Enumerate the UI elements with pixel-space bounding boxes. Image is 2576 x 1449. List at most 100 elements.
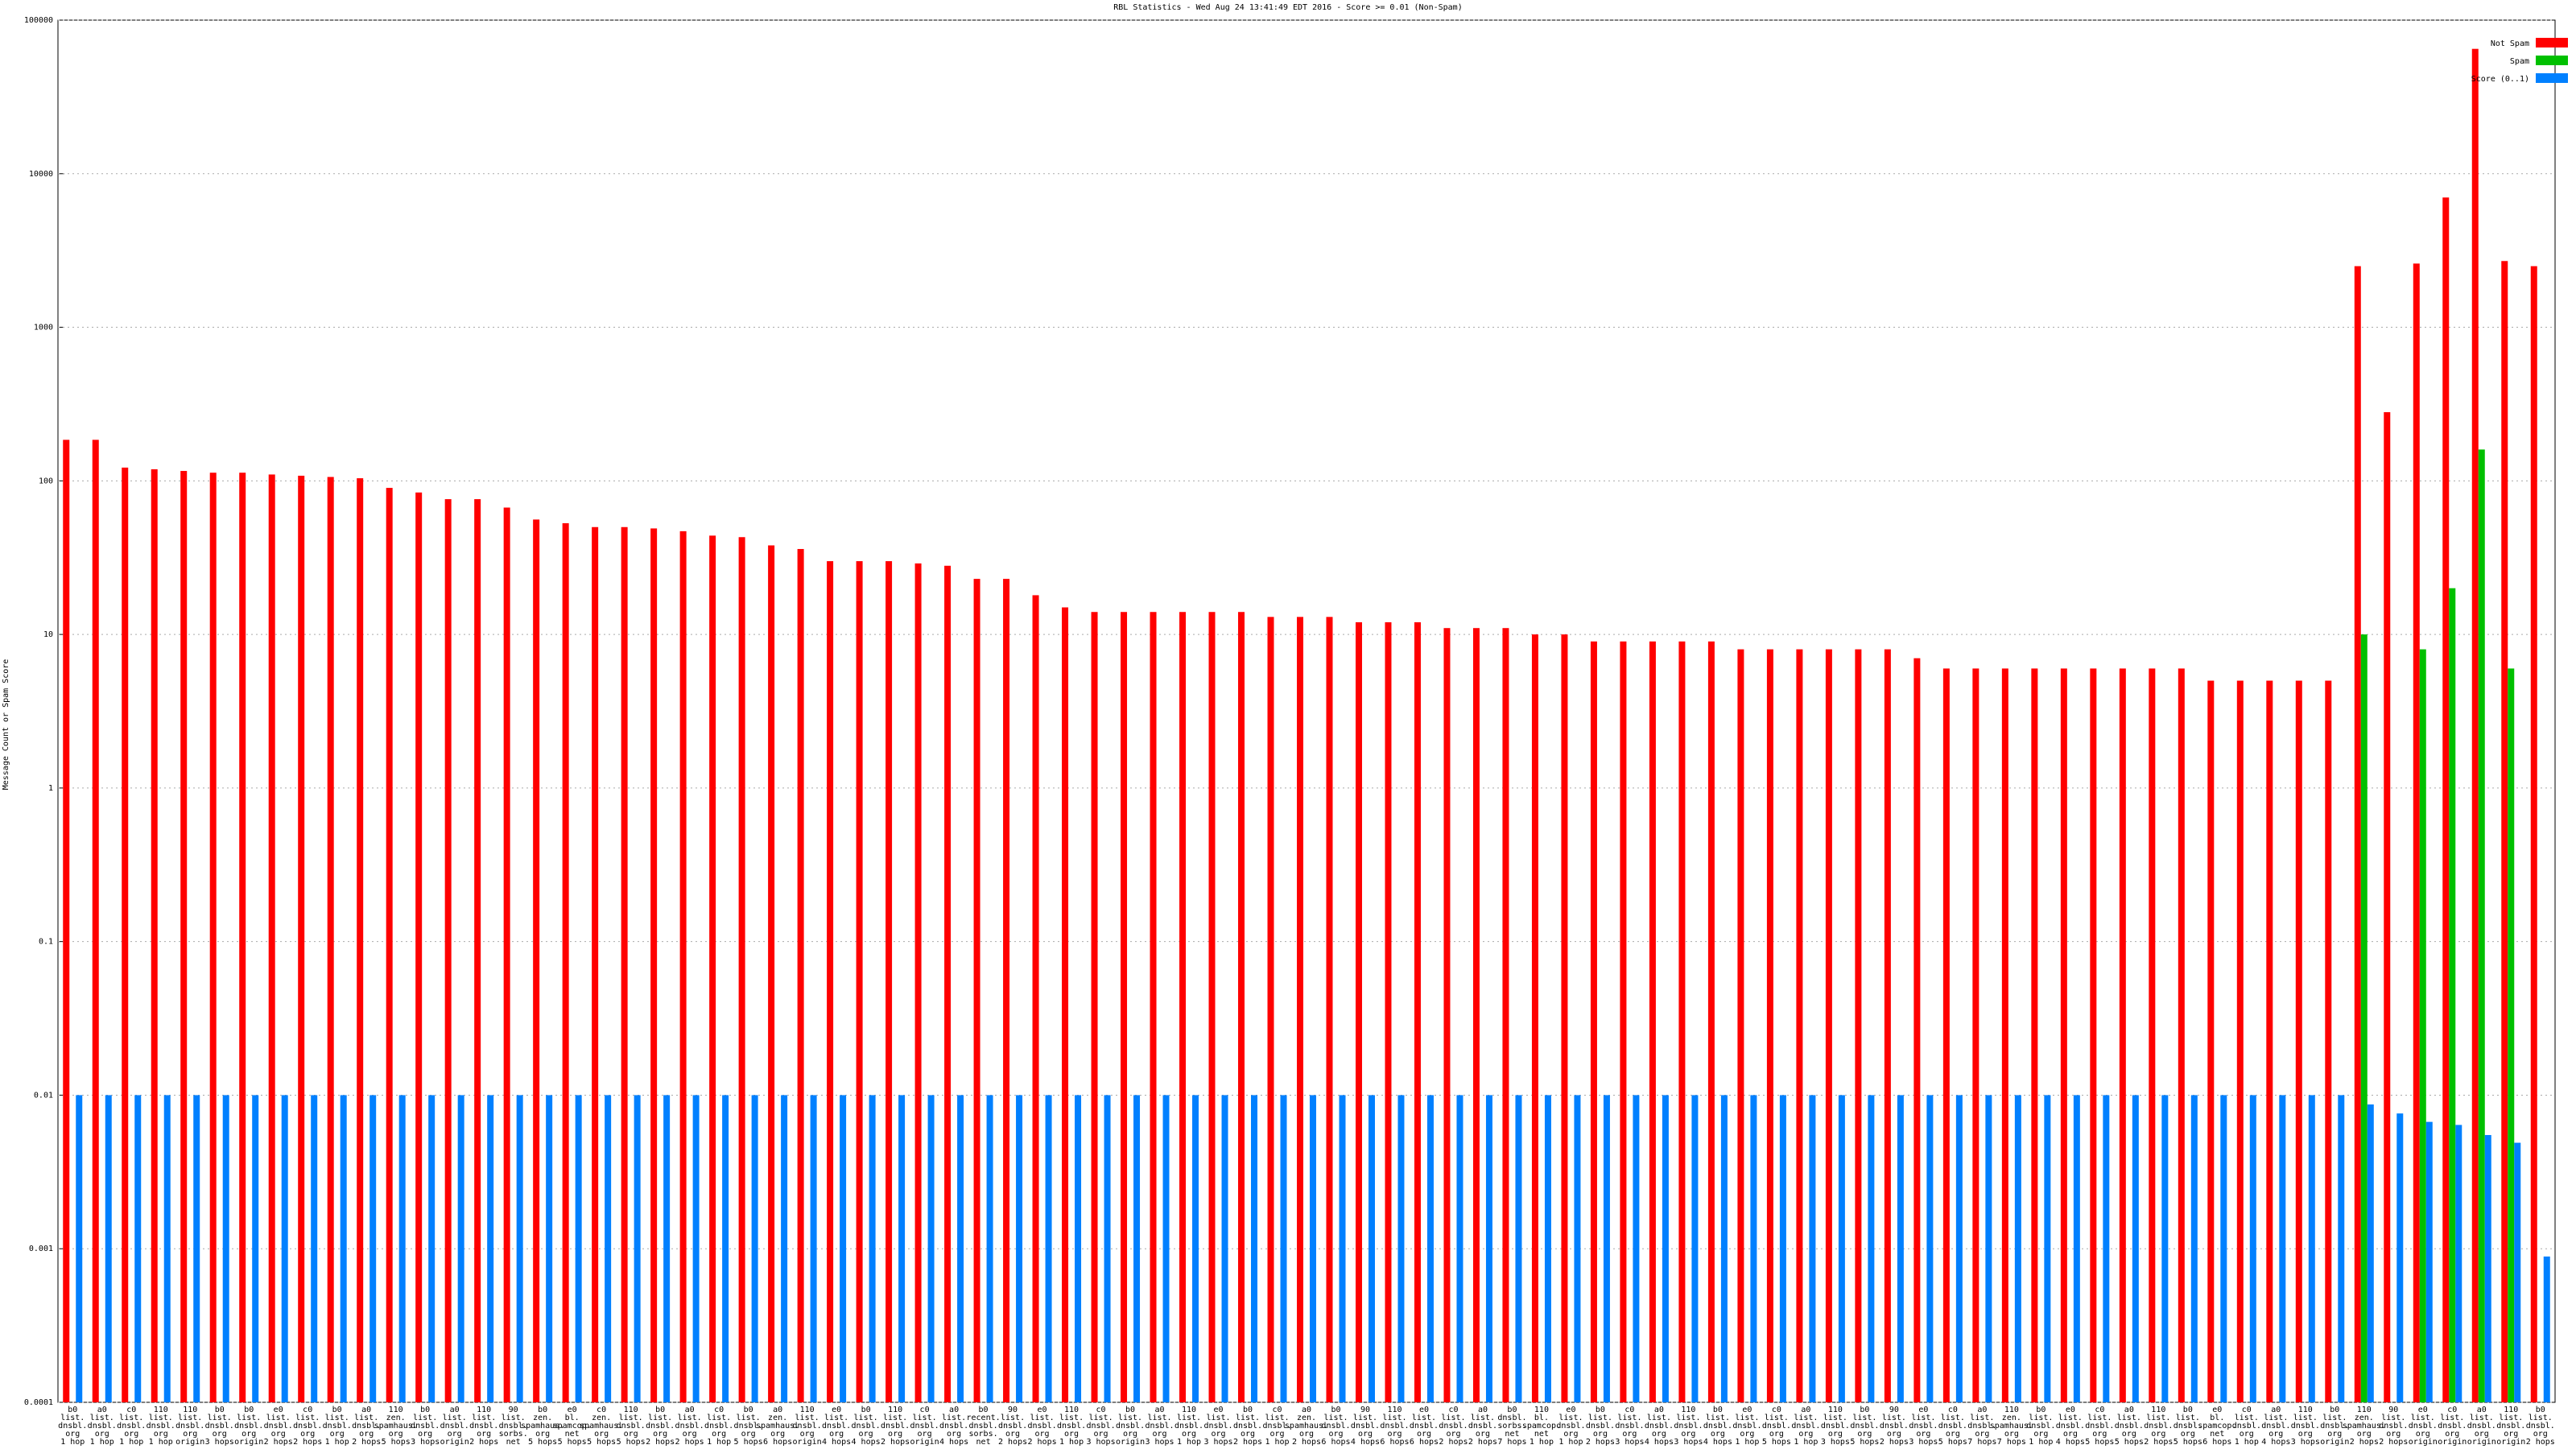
x-tick-label-line: origin <box>2496 1438 2525 1447</box>
x-tick-label-line: list. <box>325 1414 349 1422</box>
x-tick-label-line: a0 <box>97 1406 107 1414</box>
x-tick-label: 110 list. dnsbl. org 3 hops <box>2291 1406 2320 1447</box>
x-tick-label-line: b0 <box>244 1406 254 1414</box>
x-tick-label-line: org <box>65 1430 80 1439</box>
x-tick-label-line: dnsbl. <box>2115 1422 2144 1430</box>
x-tick-label: a0 list. dnsbl. org 2 hops <box>675 1406 704 1447</box>
x-tick-label-line: dnsbl. <box>2379 1422 2408 1430</box>
x-tick-label-line: 3 hops <box>1615 1438 1644 1447</box>
x-tick-label-line: org <box>2151 1430 2165 1439</box>
x-tick-label-line: 3 hops <box>1203 1438 1232 1447</box>
bar <box>1016 1095 1023 1402</box>
bar <box>1942 668 1950 1402</box>
x-tick-label: a0 list. dnsbl. org origin <box>440 1406 469 1447</box>
x-tick-label-line: 2 hops <box>2144 1438 2173 1447</box>
x-tick-label-line: dnsbl. <box>675 1422 704 1430</box>
x-tick-label-line: dnsbl. <box>1203 1422 1232 1430</box>
bar <box>1825 649 1832 1402</box>
x-tick-label-line: dnsbl. <box>1703 1422 1732 1430</box>
x-tick-label-line: list. <box>90 1414 114 1422</box>
x-tick-label-line: dnsbl. <box>852 1422 881 1430</box>
x-tick-label-line: org <box>1857 1430 1872 1439</box>
x-tick-label-line: list. <box>1001 1414 1025 1422</box>
x-tick-label-line: org <box>1064 1430 1079 1439</box>
bar <box>2484 1134 2491 1402</box>
x-tick-label-line: b0 <box>979 1406 989 1414</box>
x-tick-label-line: 5 hops <box>2174 1438 2202 1447</box>
x-tick-label-line: list. <box>1382 1414 1406 1422</box>
x-tick-label: e0 list. dnsbl. org 6 hops <box>1410 1406 1439 1447</box>
x-tick-label-line: 90 <box>509 1406 518 1414</box>
x-tick-label-line: org <box>2298 1430 2313 1439</box>
x-tick-label: e0 list. dnsbl. org origin <box>2409 1406 2438 1447</box>
x-tick-label: b0 list. dnsbl. org 1 hop <box>2026 1406 2055 1447</box>
x-tick-label-line: dnsbl. <box>2291 1422 2320 1430</box>
x-tick-label-line: b0 <box>1331 1406 1340 1414</box>
bar <box>1649 641 1656 1402</box>
x-tick-label-line: list. <box>266 1414 291 1422</box>
bar <box>2119 668 2126 1402</box>
bar <box>1985 1095 1992 1402</box>
x-tick-label-line: spamhaus. <box>2343 1422 2386 1430</box>
bar <box>2308 1095 2315 1402</box>
x-tick-label: e0 list. dnsbl. org 3 hops <box>1909 1406 1938 1447</box>
bar <box>327 477 334 1402</box>
x-tick-label-line: 1 hop <box>1558 1438 1583 1447</box>
x-tick-label-line: 110 <box>154 1406 168 1414</box>
x-tick-label-line: list. <box>2146 1414 2170 1422</box>
x-tick-label-line: org <box>1094 1430 1108 1439</box>
x-tick-label-line: spamhaus. <box>521 1422 564 1430</box>
x-tick-label-line: 3 hops <box>411 1438 440 1447</box>
x-tick-label-line: origin <box>910 1438 939 1447</box>
bar <box>1192 1095 1199 1402</box>
bar <box>1897 1095 1904 1402</box>
x-tick-label-line: list. <box>1911 1414 1935 1422</box>
x-tick-label-line: 2 hops <box>646 1438 675 1447</box>
bar <box>357 478 364 1402</box>
legend-swatch <box>2536 73 2568 83</box>
x-tick-label-line: list. <box>237 1414 261 1422</box>
x-tick-label-line: 3 hops <box>1145 1438 1174 1447</box>
x-tick-label-line: org <box>2504 1430 2518 1439</box>
x-tick-label-line: 110 <box>1534 1406 1549 1414</box>
x-tick-label: a0 list. dnsbl. org 1 hop <box>88 1406 117 1447</box>
legend-swatch <box>2536 38 2568 47</box>
x-tick-label-line: dnsbl. <box>1967 1422 1996 1430</box>
bar <box>2442 197 2450 1403</box>
x-tick-label-line: org <box>1152 1430 1166 1439</box>
x-tick-label-line: net <box>565 1430 580 1439</box>
y-tick-label: 10 <box>43 630 53 639</box>
x-tick-label-line: list. <box>2322 1414 2347 1422</box>
x-tick-label: 90 list. dnsbl. org 2 hops <box>998 1406 1027 1447</box>
x-tick-label-line: list. <box>854 1414 878 1422</box>
bar <box>1972 668 1979 1402</box>
x-tick-label-line: dnsbl. <box>1821 1422 1850 1430</box>
x-tick-label-line: list. <box>1588 1414 1612 1422</box>
x-tick-label-line: list. <box>1735 1414 1759 1422</box>
x-tick-label-line: spamcop. <box>1522 1422 1561 1430</box>
x-tick-label-line: spamhaus. <box>1990 1422 2033 1430</box>
bar <box>663 1095 671 1402</box>
x-tick-label-line: c0 <box>2095 1406 2104 1414</box>
bar <box>562 522 569 1403</box>
bar <box>503 507 510 1402</box>
x-tick-label-line: org <box>653 1430 667 1439</box>
x-tick-label-line: dnsbl. <box>440 1422 469 1430</box>
bar <box>180 471 188 1403</box>
x-tick-label-line: spamhaus. <box>580 1422 623 1430</box>
x-tick-label-line: list. <box>1558 1414 1583 1422</box>
x-tick-label-line: net <box>506 1438 521 1447</box>
bar <box>1310 1095 1316 1402</box>
x-tick-label: b0 list. dnsbl. org 1 hop <box>323 1406 352 1447</box>
x-tick-label-line: 4 hops <box>939 1438 968 1447</box>
bar <box>1574 1095 1581 1402</box>
y-tick-label: 100000 <box>24 16 53 25</box>
x-tick-label-line: 2 hops <box>2379 1438 2408 1447</box>
x-tick-label-line: list. <box>1236 1414 1260 1422</box>
bar <box>1133 1095 1141 1402</box>
x-tick-label-line: list. <box>149 1414 173 1422</box>
x-tick-label-line: b0 <box>1860 1406 1869 1414</box>
bar <box>516 1095 523 1402</box>
x-tick-label-line: dnsbl. <box>646 1422 675 1430</box>
x-tick-label-line: org <box>1123 1430 1137 1439</box>
